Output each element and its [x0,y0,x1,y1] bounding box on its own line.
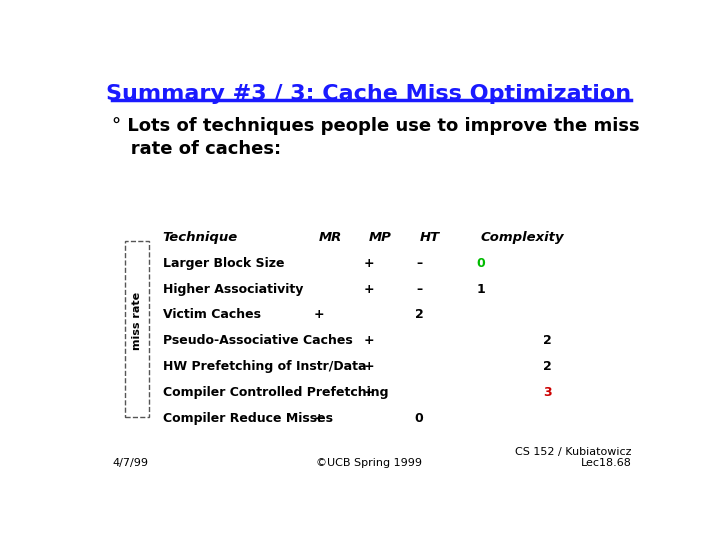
Text: Compiler Controlled Prefetching: Compiler Controlled Prefetching [163,386,388,399]
Text: 0: 0 [415,411,423,424]
Text: Summary #3 / 3: Cache Miss Optimization: Summary #3 / 3: Cache Miss Optimization [107,84,631,104]
Text: 3: 3 [544,386,552,399]
Text: Victim Caches: Victim Caches [163,308,261,321]
Text: 2: 2 [543,360,552,373]
Text: +: + [364,386,374,399]
Text: Pseudo-Associative Caches: Pseudo-Associative Caches [163,334,352,347]
Text: Compiler Reduce Misses: Compiler Reduce Misses [163,411,333,424]
Text: +: + [364,257,374,270]
Text: HW Prefetching of Instr/Data: HW Prefetching of Instr/Data [163,360,366,373]
Text: ©UCB Spring 1999: ©UCB Spring 1999 [316,458,422,468]
Text: 1: 1 [476,282,485,296]
Text: Higher Associativity: Higher Associativity [163,282,303,296]
Text: 2: 2 [415,308,423,321]
Text: 4/7/99: 4/7/99 [112,458,148,468]
Text: +: + [364,360,374,373]
Text: Larger Block Size: Larger Block Size [163,257,284,270]
Text: +: + [364,334,374,347]
Text: ° Lots of techniques people use to improve the miss
   rate of caches:: ° Lots of techniques people use to impro… [112,117,640,158]
Text: 0: 0 [476,257,485,270]
Text: MP: MP [369,231,392,244]
Text: MR: MR [319,231,342,244]
Text: HT: HT [419,231,439,244]
Text: +: + [313,411,324,424]
Text: +: + [313,308,324,321]
Text: –: – [416,257,423,270]
Text: +: + [364,282,374,296]
Text: Complexity: Complexity [481,231,564,244]
Text: –: – [416,282,423,296]
Text: Technique: Technique [163,231,238,244]
Text: miss rate: miss rate [132,292,143,350]
Text: CS 152 / Kubiatowicz
Lec18.68: CS 152 / Kubiatowicz Lec18.68 [515,447,631,468]
Text: 2: 2 [543,334,552,347]
